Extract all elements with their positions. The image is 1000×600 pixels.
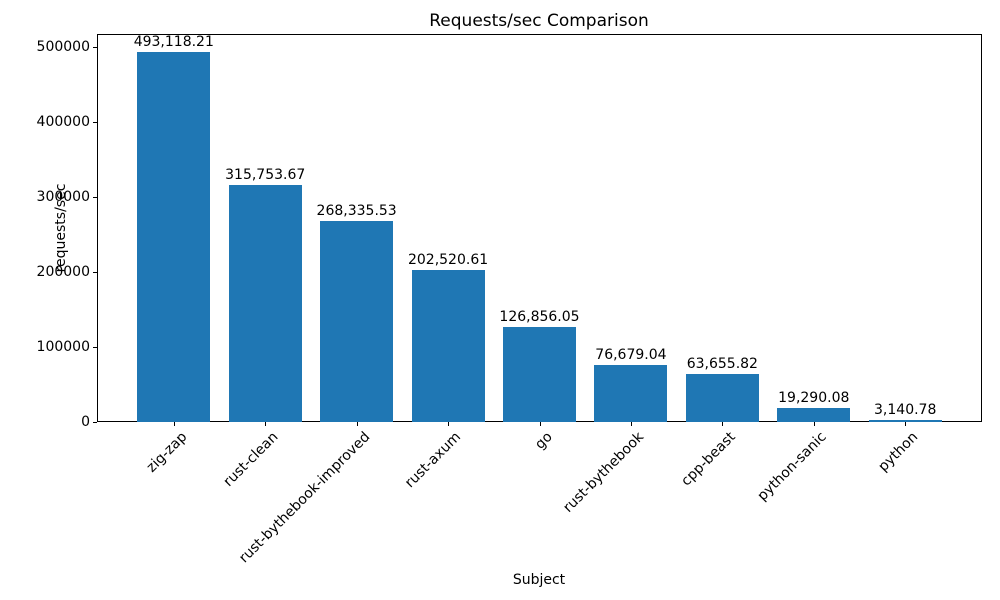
bar-value-label: 76,679.04 xyxy=(595,346,667,363)
y-tick-label: 400000 xyxy=(36,114,90,131)
bar-value-label: 268,335.53 xyxy=(316,202,397,219)
bar-value-label: 202,520.61 xyxy=(407,252,489,269)
bar-zig-zap xyxy=(137,52,211,422)
bar-rust-bythebook xyxy=(594,364,668,422)
y-tick-mark xyxy=(93,122,97,124)
y-tick-mark xyxy=(93,272,97,274)
bar-python-sanic xyxy=(777,407,851,422)
y-tick-label: 100000 xyxy=(36,339,90,356)
bar-rust-bythebook-improved xyxy=(320,220,394,422)
x-tick-label: rust-axum xyxy=(402,429,465,492)
x-tick-mark xyxy=(173,422,175,426)
y-tick-label: 500000 xyxy=(36,39,90,56)
x-tick-label: rust-bythebook xyxy=(560,429,648,516)
x-tick-label: zig-zap xyxy=(143,429,191,476)
bar-cpp-beast xyxy=(685,374,759,422)
y-tick-mark xyxy=(93,422,97,423)
bar-python xyxy=(868,419,942,422)
bar-go xyxy=(502,326,577,422)
x-tick-mark xyxy=(448,422,450,426)
y-tick-mark xyxy=(93,197,97,199)
bar-value-label: 493,118.21 xyxy=(133,34,214,51)
x-tick-label: cpp-beast xyxy=(678,429,739,490)
x-tick-mark xyxy=(630,422,632,426)
x-tick-mark xyxy=(813,422,815,426)
x-tick-mark xyxy=(722,422,724,426)
bar-value-label: 315,753.67 xyxy=(225,167,306,184)
x-tick-label: python xyxy=(875,429,922,475)
x-tick-label: python-sanic xyxy=(754,429,831,505)
x-tick-mark xyxy=(356,422,358,426)
y-tick-mark xyxy=(93,47,97,49)
chart-title: Requests/sec Comparison xyxy=(429,11,649,31)
bar-rust-clean xyxy=(228,185,302,422)
x-tick-label: rust-clean xyxy=(220,429,282,490)
bar-value-label: 126,856.05 xyxy=(499,308,580,325)
bar-value-label: 19,290.08 xyxy=(778,389,850,406)
x-tick-mark xyxy=(539,422,541,426)
y-tick-label: 0 xyxy=(81,414,90,430)
y-tick-mark xyxy=(93,347,97,349)
x-tick-mark xyxy=(265,422,267,426)
y-tick-label: 300000 xyxy=(36,189,90,206)
x-axis-label: Subject xyxy=(512,572,566,588)
y-tick-label: 200000 xyxy=(36,264,90,281)
x-tick-label: go xyxy=(532,429,556,453)
bar-rust-axum xyxy=(411,270,485,422)
x-tick-mark xyxy=(905,422,907,426)
bar-value-label: 3,140.78 xyxy=(874,401,937,418)
bar-value-label: 63,655.82 xyxy=(686,356,758,373)
